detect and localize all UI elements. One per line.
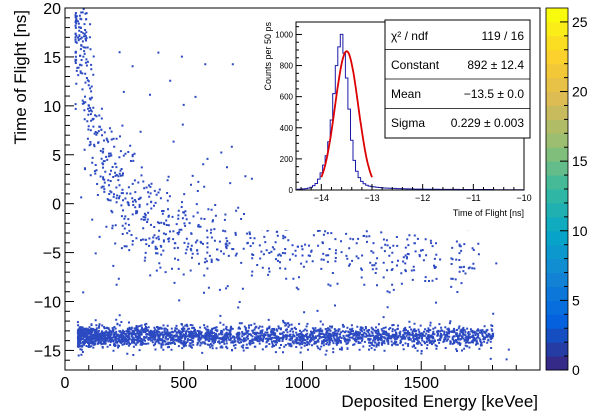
colorbar-segment bbox=[546, 8, 568, 23]
colorbar-segment bbox=[546, 300, 568, 315]
colorbar-segment bbox=[546, 161, 568, 176]
colorbar-segment bbox=[546, 202, 568, 218]
main-y-tick-label: 10 bbox=[43, 99, 61, 116]
stat-value-chi2: 119 / 16 bbox=[482, 29, 525, 43]
main-x-axis-label: Deposited Energy [keVee] bbox=[341, 392, 538, 411]
scatter-points bbox=[74, 8, 510, 361]
colorbar-segment bbox=[546, 342, 568, 357]
stat-value-mean: −13.5 ± 0.0 bbox=[464, 87, 525, 101]
colorbar-segment bbox=[546, 35, 568, 51]
stat-value-sigma: 0.229 ± 0.003 bbox=[451, 116, 525, 130]
main-y-tick-label: −10 bbox=[34, 295, 61, 312]
inset-x-tick-label: −10 bbox=[516, 193, 531, 203]
main-y-tick-label: 20 bbox=[43, 1, 61, 18]
gaussian-fit-curve bbox=[320, 50, 373, 178]
colorbar-segment bbox=[546, 258, 568, 274]
inset-x-axis-label: Time of Flight [ns] bbox=[453, 208, 524, 218]
inset-y-tick-label: 400 bbox=[280, 124, 294, 133]
main-y-tick-label: 0 bbox=[52, 197, 61, 214]
colorbar-segment bbox=[546, 328, 568, 343]
inset-y-tick-label: 1000 bbox=[275, 30, 293, 39]
stat-label-chi2: χ² / ndf bbox=[391, 29, 429, 43]
inset-x-tick-label: −12 bbox=[415, 193, 430, 203]
inset-y-tick-label: 0 bbox=[289, 186, 294, 195]
colorbar-segment bbox=[546, 133, 568, 148]
colorbar-tick-label: 0 bbox=[572, 362, 580, 378]
colorbar-segment bbox=[546, 189, 568, 204]
colorbar-segment bbox=[546, 147, 568, 162]
main-x-tick-label: 1500 bbox=[403, 375, 439, 392]
colorbar-ticks: 0 5 10 15 20 25 bbox=[560, 14, 588, 378]
colorbar-segment bbox=[546, 91, 568, 106]
inset-x-tick-label: −14 bbox=[314, 193, 329, 203]
inset-y-axis-label: Counts per 50 ps bbox=[263, 22, 273, 91]
main-y-tick-label: −15 bbox=[34, 343, 61, 360]
stat-value-constant: 892 ± 12.4 bbox=[467, 58, 524, 72]
inset-y-ticks: 0 200 400 600 800 1000 bbox=[275, 26, 302, 195]
colorbar-segment bbox=[546, 119, 568, 134]
colorbar-segment bbox=[546, 216, 568, 232]
inset-y-tick-label: 600 bbox=[280, 93, 294, 102]
colorbar-segment bbox=[546, 244, 568, 260]
colorbar-segment bbox=[546, 105, 568, 120]
colorbar-segment bbox=[546, 286, 568, 301]
inset-y-tick-label: 800 bbox=[280, 62, 294, 71]
colorbar-segment bbox=[546, 356, 568, 371]
inset-x-tick-label: −13 bbox=[364, 193, 379, 203]
main-y-ticks: −15 −10 −5 0 5 10 15 20 bbox=[34, 1, 74, 361]
colorbar-tick-label: 25 bbox=[572, 14, 588, 30]
main-scatter-points bbox=[74, 8, 510, 361]
colorbar-segment bbox=[546, 272, 568, 287]
main-x-tick-label: 500 bbox=[170, 375, 197, 392]
main-y-axis-label: Time of Flight [ns] bbox=[11, 10, 30, 144]
colorbar-tick-label: 15 bbox=[572, 153, 588, 169]
colorbar-tick-label: 10 bbox=[572, 223, 588, 239]
colorbar-segment bbox=[546, 49, 568, 65]
colorbar-segment bbox=[546, 63, 568, 79]
colorbar-segment bbox=[546, 175, 568, 190]
colorbar-segment bbox=[546, 21, 568, 37]
main-y-tick-label: −5 bbox=[43, 246, 61, 263]
fit-statistics-box: χ² / ndf 119 / 16 Constant 892 ± 12.4 Me… bbox=[384, 19, 531, 139]
inset-x-tick-label: −11 bbox=[466, 193, 481, 203]
main-x-tick-label: 0 bbox=[61, 375, 70, 392]
inset-x-ticks: −14 −13 −12 −11 −10 bbox=[300, 184, 532, 203]
inset-y-tick-label: 200 bbox=[280, 155, 294, 164]
main-y-tick-label: 15 bbox=[43, 50, 61, 67]
stat-label-sigma: Sigma bbox=[391, 116, 425, 130]
colorbar-tick-label: 5 bbox=[572, 292, 580, 308]
colorbar-segment bbox=[546, 230, 568, 246]
main-y-tick-label: 5 bbox=[52, 148, 61, 165]
colorbar-segment bbox=[546, 314, 568, 329]
stat-label-mean: Mean bbox=[391, 87, 421, 101]
stat-label-constant: Constant bbox=[391, 58, 440, 72]
main-x-tick-label: 1000 bbox=[285, 375, 321, 392]
colorbar bbox=[545, 7, 569, 371]
colorbar-segment bbox=[546, 77, 568, 93]
main-x-ticks: 0 500 1000 1500 bbox=[61, 361, 517, 392]
colorbar-tick-label: 20 bbox=[572, 84, 588, 100]
